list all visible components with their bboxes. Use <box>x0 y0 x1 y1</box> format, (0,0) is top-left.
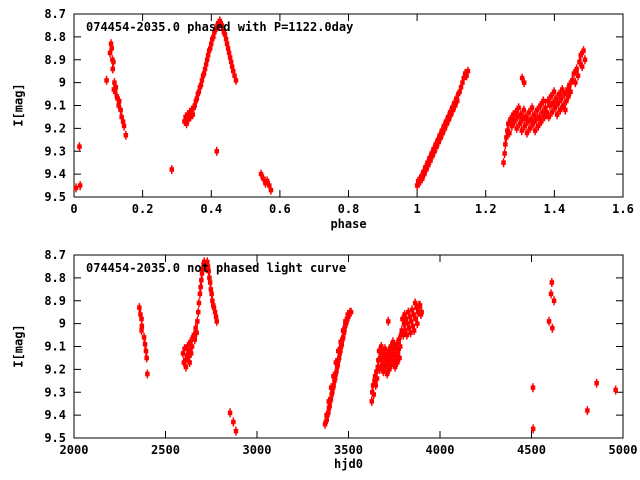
x-tick-label: 0.4 <box>200 202 222 216</box>
y-tick-label: 9.2 <box>44 362 66 376</box>
unphased-plot-title: 074454-2035.0 not phased light curve <box>86 261 347 275</box>
y-tick-label: 9.4 <box>44 408 66 422</box>
y-tick-label: 9 <box>59 317 66 331</box>
y-tick-label: 8.8 <box>44 271 66 285</box>
plot-border <box>73 254 624 439</box>
phased-plot-title: 074454-2035.0 phased with P=1122.0day <box>86 20 354 34</box>
y-tick-label: 9.5 <box>44 190 66 204</box>
y-tick-label: 8.9 <box>44 294 66 308</box>
x-tick-label: 0.2 <box>132 202 154 216</box>
x-tick-label: 2500 <box>151 443 180 457</box>
data-points <box>73 16 588 195</box>
unphased-plot-xlabel: hjd0 <box>334 457 363 471</box>
x-tick-label: 3500 <box>334 443 363 457</box>
y-tick-label: 8.8 <box>44 30 66 44</box>
x-tick-label: 4000 <box>426 443 455 457</box>
y-tick-label: 9 <box>59 76 66 90</box>
x-tick-label: 4500 <box>517 443 546 457</box>
unphased-light-curve: 2000 2500 3000 3500 4000 4500 5000 8.7 8.8 8.9 9 9.… <box>44 248 637 457</box>
y-tick-label: 9.5 <box>44 431 66 445</box>
data-points <box>137 257 618 436</box>
phased-light-curve: 0 0.2 0.4 0.6 0.8 1 1.2 1.4 1.6 8.7 8.8 8.9 9 9.1 9.2 9… <box>44 7 634 216</box>
y-tick-label: 9.3 <box>44 385 66 399</box>
x-tick-label: 1.4 <box>544 202 566 216</box>
y-tick-label: 8.7 <box>44 7 66 21</box>
y-tick-label: 9.3 <box>44 144 66 158</box>
unphased-plot-ylabel: I[mag] <box>11 324 26 368</box>
y-tick-label: 9.2 <box>44 121 66 135</box>
x-tick-label: 2000 <box>60 443 89 457</box>
x-tick-label: 0 <box>70 202 77 216</box>
phased-plot-xlabel: phase <box>330 217 367 231</box>
phased-plot-ylabel: I[mag] <box>11 83 26 127</box>
y-tick-label: 8.7 <box>44 248 66 262</box>
x-tick-label: 1.6 <box>612 202 634 216</box>
y-tick-label: 9.1 <box>44 99 66 113</box>
y-tick-label: 9.4 <box>44 167 66 181</box>
x-tick-label: 0.6 <box>269 202 291 216</box>
y-tick-label: 9.1 <box>44 340 66 354</box>
x-tick-label: 0.8 <box>338 202 360 216</box>
axis-ticks <box>73 254 624 439</box>
x-tick-label: 1 <box>414 202 421 216</box>
x-tick-label: 1.2 <box>475 202 497 216</box>
x-tick-label: 3000 <box>243 443 272 457</box>
axis-ticks <box>73 13 624 198</box>
x-tick-label: 5000 <box>609 443 638 457</box>
y-tick-label: 8.9 <box>44 53 66 67</box>
